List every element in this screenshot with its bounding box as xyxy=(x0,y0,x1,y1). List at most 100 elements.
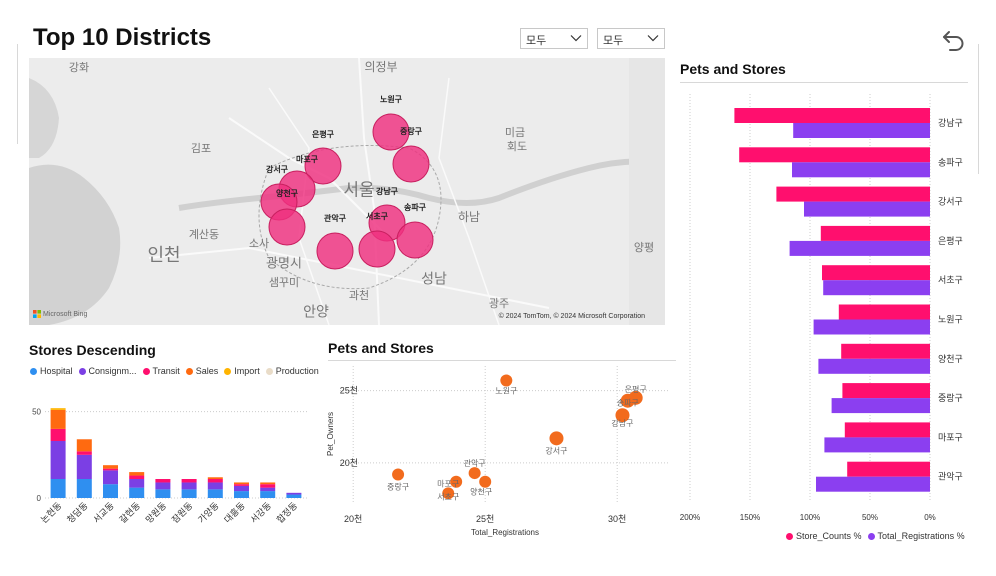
hbar[interactable] xyxy=(820,225,930,241)
x-tick-label: 0% xyxy=(924,513,936,522)
hbar[interactable] xyxy=(804,201,930,217)
hbar[interactable] xyxy=(824,437,930,453)
legend-item[interactable]: Sales xyxy=(185,366,218,376)
bar-segment[interactable] xyxy=(76,454,92,479)
hbar-legend: Store_Counts % Total_Registrations % xyxy=(786,531,971,541)
pets-scatter-chart[interactable]: 20천 25천 30천 20천 25천 Total_Registrations Pet_Ow… xyxy=(320,362,676,540)
bar-segment[interactable] xyxy=(76,451,92,455)
scatter-point[interactable] xyxy=(442,487,455,500)
bar-segment[interactable] xyxy=(50,428,66,441)
hbar[interactable] xyxy=(816,476,930,492)
legend-item[interactable]: Production xyxy=(265,366,319,376)
scatter-point[interactable] xyxy=(620,393,635,408)
hbar[interactable] xyxy=(823,280,930,296)
legend-item[interactable]: Transit xyxy=(142,366,180,376)
bar-segment[interactable] xyxy=(181,489,197,498)
bar-segment[interactable] xyxy=(50,409,66,429)
bar-segment[interactable] xyxy=(260,484,276,488)
scatter-point[interactable] xyxy=(500,374,513,387)
map-attribution: © 2024 TomTom, © 2024 Microsoft Corporat… xyxy=(498,313,645,320)
hbar[interactable] xyxy=(842,383,930,399)
y-tick-label: 25천 xyxy=(340,386,358,396)
bar-segment[interactable] xyxy=(207,489,223,498)
slicer-dropdown-2[interactable]: 모두 xyxy=(597,28,665,49)
scatter-point-label: 중랑구 xyxy=(387,482,409,492)
bar-segment[interactable] xyxy=(76,479,92,498)
map-bubble-노원구[interactable] xyxy=(372,113,410,151)
legend-item[interactable]: Hospital xyxy=(30,366,73,376)
map-place-label: 안양 xyxy=(303,304,329,320)
bar-segment[interactable] xyxy=(260,491,276,498)
hbar[interactable] xyxy=(789,240,930,256)
bar-segment[interactable] xyxy=(207,479,223,483)
map-bubble-서초구[interactable] xyxy=(358,230,396,268)
map-bubble-관악구[interactable] xyxy=(316,232,354,270)
scatter-point[interactable] xyxy=(468,467,481,480)
bar-segment[interactable] xyxy=(286,492,302,495)
hbar[interactable] xyxy=(739,147,930,163)
hbar[interactable] xyxy=(776,186,930,202)
hbar[interactable] xyxy=(841,343,930,359)
hbar[interactable] xyxy=(813,319,930,335)
bar-segment[interactable] xyxy=(50,479,66,498)
bar-segment[interactable] xyxy=(181,482,197,490)
bar-segment[interactable] xyxy=(260,487,276,492)
hbar[interactable] xyxy=(847,461,930,477)
bar-segment[interactable] xyxy=(129,475,145,479)
scatter-point[interactable] xyxy=(549,431,564,446)
hbar[interactable] xyxy=(818,358,930,374)
bar-segment[interactable] xyxy=(234,482,249,485)
x-tick-label: 200% xyxy=(680,513,700,522)
x-tick-label: 망원동 xyxy=(144,500,169,525)
bar-segment[interactable] xyxy=(181,479,197,483)
map-bubble-은평구[interactable] xyxy=(304,147,342,185)
hbar[interactable] xyxy=(792,162,930,178)
bar-segment[interactable] xyxy=(155,479,171,483)
bar-segment[interactable] xyxy=(129,472,145,476)
hbar[interactable] xyxy=(831,398,930,414)
bar-segment[interactable] xyxy=(103,465,118,469)
map-place-label: 강화 xyxy=(69,61,89,74)
bar-segment[interactable] xyxy=(129,487,145,498)
stores-stacked-bar-chart[interactable]: 0 50 논현동 청담동 서교동 갈현동 망원동 잠원동 가양동 대흥동 서강동 합정동 xyxy=(29,395,314,545)
bar-segment[interactable] xyxy=(103,484,118,498)
scatter-point[interactable] xyxy=(450,475,463,488)
scatter-point[interactable] xyxy=(392,468,405,481)
hbar[interactable] xyxy=(734,108,930,123)
legend-item[interactable]: Import xyxy=(224,366,260,376)
scatter-point-label: 서초구 xyxy=(437,492,459,501)
bar-segment[interactable] xyxy=(129,479,145,488)
bar-segment[interactable] xyxy=(207,477,223,479)
hbar[interactable] xyxy=(838,304,930,320)
bar-segment[interactable] xyxy=(103,468,118,471)
hbar[interactable] xyxy=(822,265,930,281)
bar-segment[interactable] xyxy=(76,439,92,452)
scatter-point[interactable] xyxy=(479,475,492,488)
legend-item[interactable]: Total_Registrations % xyxy=(867,531,965,541)
map-bubble-송파구[interactable] xyxy=(396,221,434,259)
pets-stores-hbar-chart[interactable]: 200% 150% 100% 50% 0% 강남구송파구강서구은평구서초구노원구양천구중랑… xyxy=(676,90,976,538)
bar-segment[interactable] xyxy=(155,489,171,498)
map-bubble-양천구[interactable] xyxy=(268,208,306,246)
bar-segment[interactable] xyxy=(234,491,249,498)
legend-item[interactable]: Consignm... xyxy=(78,366,137,376)
bar-segment[interactable] xyxy=(50,408,66,410)
map-bubble-중랑구[interactable] xyxy=(392,145,430,183)
scatter-point[interactable] xyxy=(615,408,630,423)
bar-segment[interactable] xyxy=(207,482,223,490)
x-tick-label: 청담동 xyxy=(64,500,89,525)
slicer-dropdown-1[interactable]: 모두 xyxy=(520,28,588,49)
undo-arrow-icon[interactable] xyxy=(940,24,968,52)
hbar[interactable] xyxy=(793,123,930,138)
bar-segment[interactable] xyxy=(260,482,276,485)
bar-segment[interactable] xyxy=(50,441,66,479)
bar-segment[interactable] xyxy=(234,484,249,486)
legend-dot-icon xyxy=(30,367,37,375)
bar-segment[interactable] xyxy=(286,494,302,498)
legend-item[interactable]: Store_Counts % xyxy=(786,531,862,541)
hbar[interactable] xyxy=(844,422,930,438)
bar-segment[interactable] xyxy=(155,482,171,490)
bar-segment[interactable] xyxy=(103,470,118,485)
district-map[interactable]: 강화 의정부 김포 미금 회도 서울 계산동 인천 소사 하남 광명시 샘꾸미 양평 성남 과천 안양 광주 노… xyxy=(29,58,665,325)
bar-segment[interactable] xyxy=(234,485,249,492)
